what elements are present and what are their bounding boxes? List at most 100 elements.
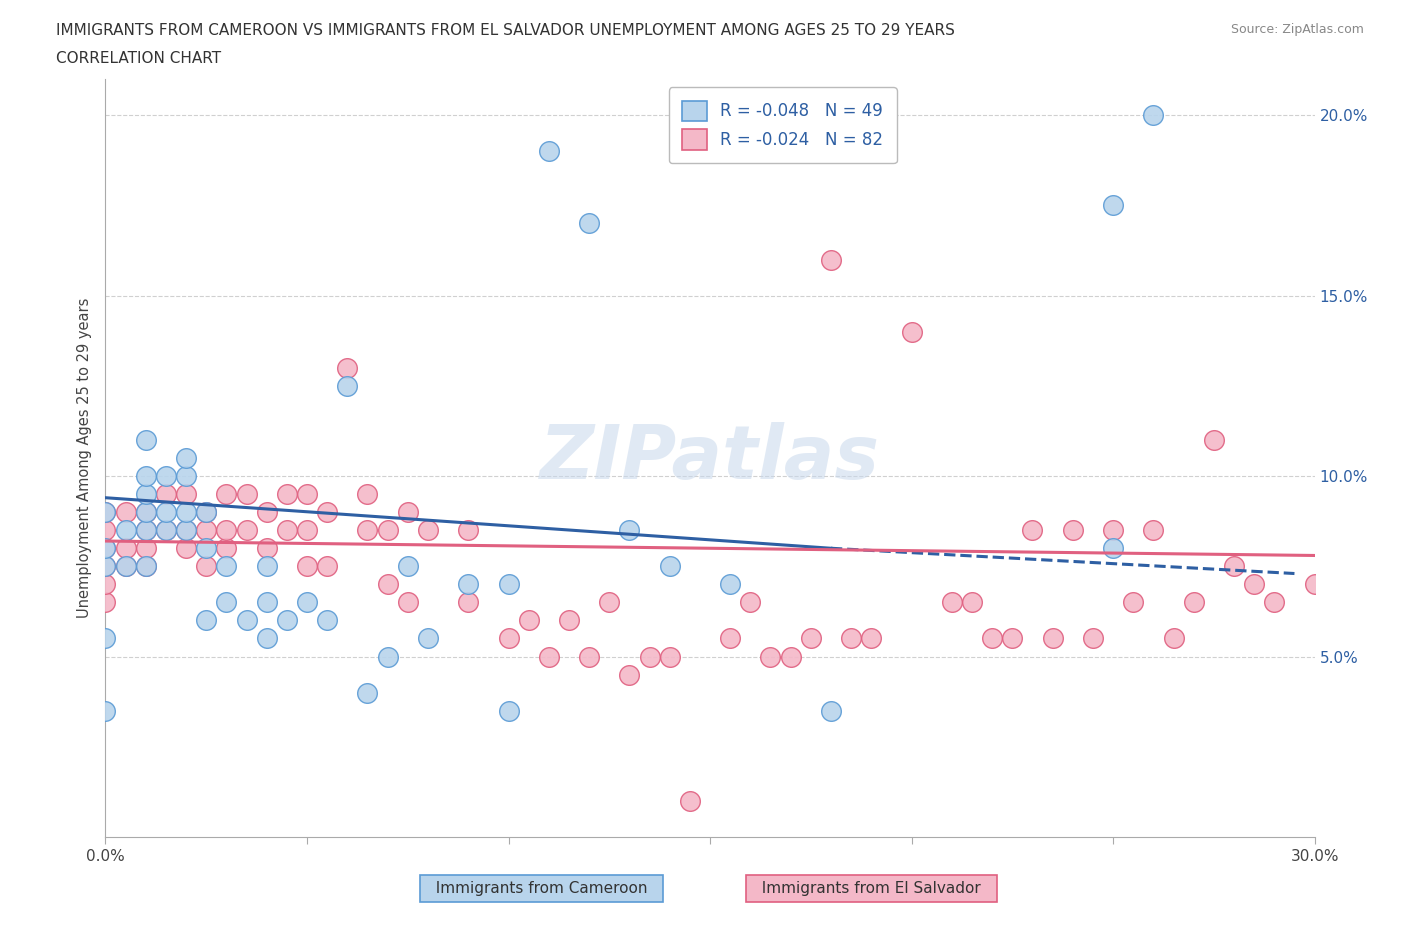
- Point: [416, 631, 439, 646]
- Point: [276, 523, 298, 538]
- Point: [1042, 631, 1064, 646]
- Point: [598, 595, 620, 610]
- Point: [941, 595, 963, 610]
- Point: [235, 613, 257, 628]
- Point: [1243, 577, 1265, 591]
- Point: [498, 703, 520, 718]
- Point: [578, 649, 600, 664]
- Point: [114, 541, 136, 556]
- Point: [94, 595, 117, 610]
- Point: [396, 505, 419, 520]
- Point: [155, 469, 177, 484]
- Point: [416, 523, 439, 538]
- Point: [135, 523, 157, 538]
- Point: [537, 649, 560, 664]
- Point: [256, 559, 278, 574]
- Point: [396, 595, 419, 610]
- Point: [498, 577, 520, 591]
- Point: [94, 631, 117, 646]
- Point: [1263, 595, 1285, 610]
- Point: [356, 523, 378, 538]
- Point: [498, 631, 520, 646]
- Point: [94, 505, 117, 520]
- Point: [235, 523, 257, 538]
- Point: [114, 505, 136, 520]
- Point: [256, 541, 278, 556]
- Point: [1021, 523, 1043, 538]
- Point: [1102, 198, 1125, 213]
- Point: [135, 559, 157, 574]
- Point: [578, 216, 600, 231]
- Point: [94, 505, 117, 520]
- Point: [215, 541, 238, 556]
- Point: [718, 577, 741, 591]
- Point: [377, 649, 399, 664]
- Point: [960, 595, 983, 610]
- Point: [256, 631, 278, 646]
- Point: [1081, 631, 1104, 646]
- Point: [135, 469, 157, 484]
- Point: [195, 541, 218, 556]
- Point: [174, 523, 197, 538]
- Point: [155, 523, 177, 538]
- Point: [457, 595, 479, 610]
- Point: [396, 559, 419, 574]
- Point: [276, 613, 298, 628]
- Point: [195, 559, 218, 574]
- Point: [174, 451, 197, 466]
- Point: [94, 559, 117, 574]
- Point: [1202, 432, 1225, 447]
- Point: [740, 595, 762, 610]
- Point: [295, 523, 318, 538]
- Point: [94, 541, 117, 556]
- Text: CORRELATION CHART: CORRELATION CHART: [56, 51, 221, 66]
- Point: [377, 523, 399, 538]
- Point: [800, 631, 823, 646]
- Point: [457, 523, 479, 538]
- Point: [195, 505, 218, 520]
- Point: [638, 649, 661, 664]
- Point: [135, 559, 157, 574]
- Point: [114, 559, 136, 574]
- Point: [1163, 631, 1185, 646]
- Point: [155, 505, 177, 520]
- Point: [174, 486, 197, 501]
- Point: [457, 577, 479, 591]
- Point: [235, 486, 257, 501]
- Point: [94, 703, 117, 718]
- Point: [135, 486, 157, 501]
- Point: [195, 523, 218, 538]
- Point: [295, 595, 318, 610]
- Point: [94, 541, 117, 556]
- Point: [135, 505, 157, 520]
- Point: [174, 541, 197, 556]
- Point: [276, 486, 298, 501]
- Point: [195, 613, 218, 628]
- Point: [256, 595, 278, 610]
- Point: [174, 505, 197, 520]
- Point: [94, 523, 117, 538]
- Point: [336, 360, 359, 375]
- Text: Source: ZipAtlas.com: Source: ZipAtlas.com: [1230, 23, 1364, 36]
- Point: [1102, 523, 1125, 538]
- Legend: R = -0.048   N = 49, R = -0.024   N = 82: R = -0.048 N = 49, R = -0.024 N = 82: [669, 87, 897, 163]
- Point: [174, 523, 197, 538]
- Point: [114, 559, 136, 574]
- Text: IMMIGRANTS FROM CAMEROON VS IMMIGRANTS FROM EL SALVADOR UNEMPLOYMENT AMONG AGES : IMMIGRANTS FROM CAMEROON VS IMMIGRANTS F…: [56, 23, 955, 38]
- Y-axis label: Unemployment Among Ages 25 to 29 years: Unemployment Among Ages 25 to 29 years: [77, 298, 93, 618]
- Point: [1122, 595, 1144, 610]
- Point: [215, 486, 238, 501]
- Point: [860, 631, 883, 646]
- Point: [1223, 559, 1246, 574]
- Point: [94, 559, 117, 574]
- Text: Immigrants from Cameroon: Immigrants from Cameroon: [426, 881, 657, 896]
- Point: [619, 667, 641, 682]
- Point: [155, 523, 177, 538]
- Point: [839, 631, 862, 646]
- Point: [295, 486, 318, 501]
- Point: [316, 559, 339, 574]
- Point: [759, 649, 782, 664]
- Point: [356, 685, 378, 700]
- Point: [1142, 523, 1164, 538]
- Point: [820, 703, 842, 718]
